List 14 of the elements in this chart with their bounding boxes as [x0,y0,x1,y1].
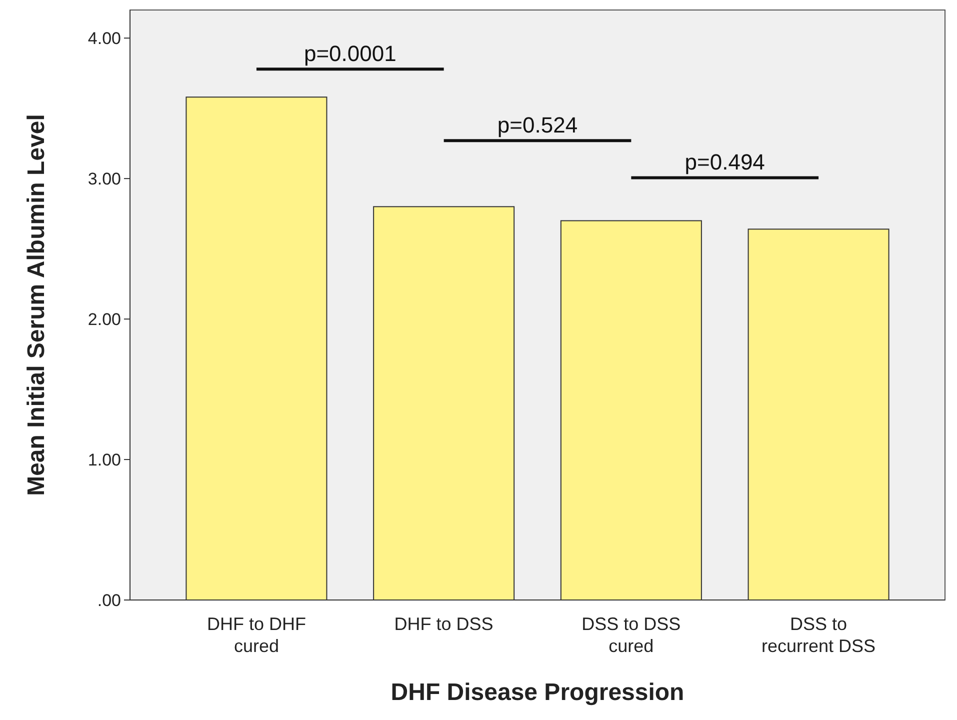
x-tick-label: DHF to DSS [394,614,494,634]
annotation: p=0.494 [684,150,765,175]
y-tick-label: 3.00 [88,170,121,189]
y-tick-label: 4.00 [88,29,121,48]
y-axis-title: Mean Initial Serum Albumin Level [23,114,50,496]
x-tick-label: DHF to DHF cured [206,614,306,656]
annotation: p=0.524 [497,112,578,138]
y-tick-label: 2.00 [88,310,121,329]
y-tick-label: 1.00 [88,450,121,470]
annotation: p=0.0001 [304,41,396,66]
x-tick-label: DSS to recurrent DSS [762,614,876,656]
x-axis-title: DHF Disease Progression [390,679,684,706]
x-tick-label: DSS to DSS cured [582,614,681,656]
y-tick-label: .00 [97,590,121,610]
